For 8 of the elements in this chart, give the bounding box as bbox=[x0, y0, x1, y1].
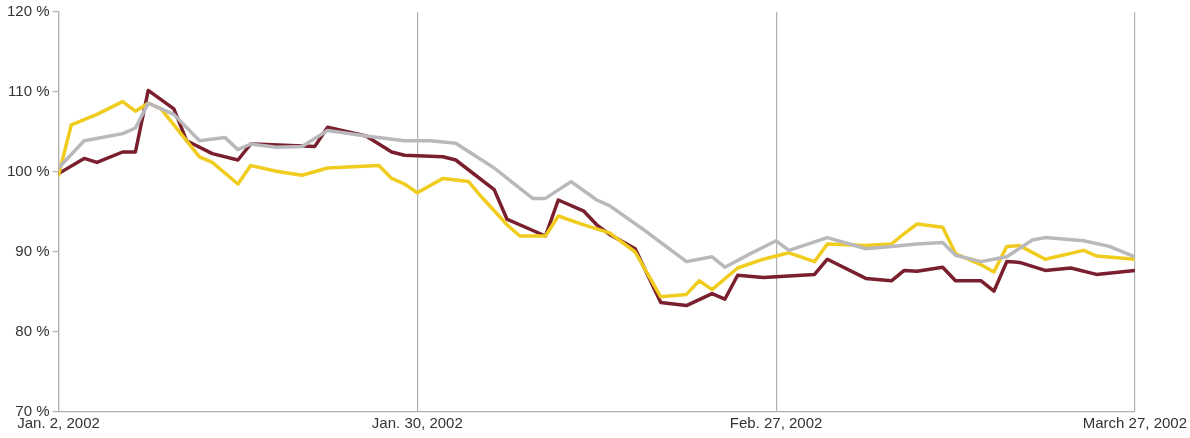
y-tick-label: 90 % bbox=[15, 242, 50, 260]
x-tick-label: Jan. 30, 2002 bbox=[371, 414, 463, 432]
y-tick-label: 100 % bbox=[6, 162, 50, 180]
x-tick-label: March 27, 2002 bbox=[1082, 414, 1187, 432]
x-tick-label: Feb. 27, 2002 bbox=[729, 414, 823, 432]
y-tick-label: 110 % bbox=[8, 82, 50, 100]
y-tick-label: 80 % bbox=[15, 322, 50, 340]
y-tick-label: 120 % bbox=[6, 2, 50, 20]
